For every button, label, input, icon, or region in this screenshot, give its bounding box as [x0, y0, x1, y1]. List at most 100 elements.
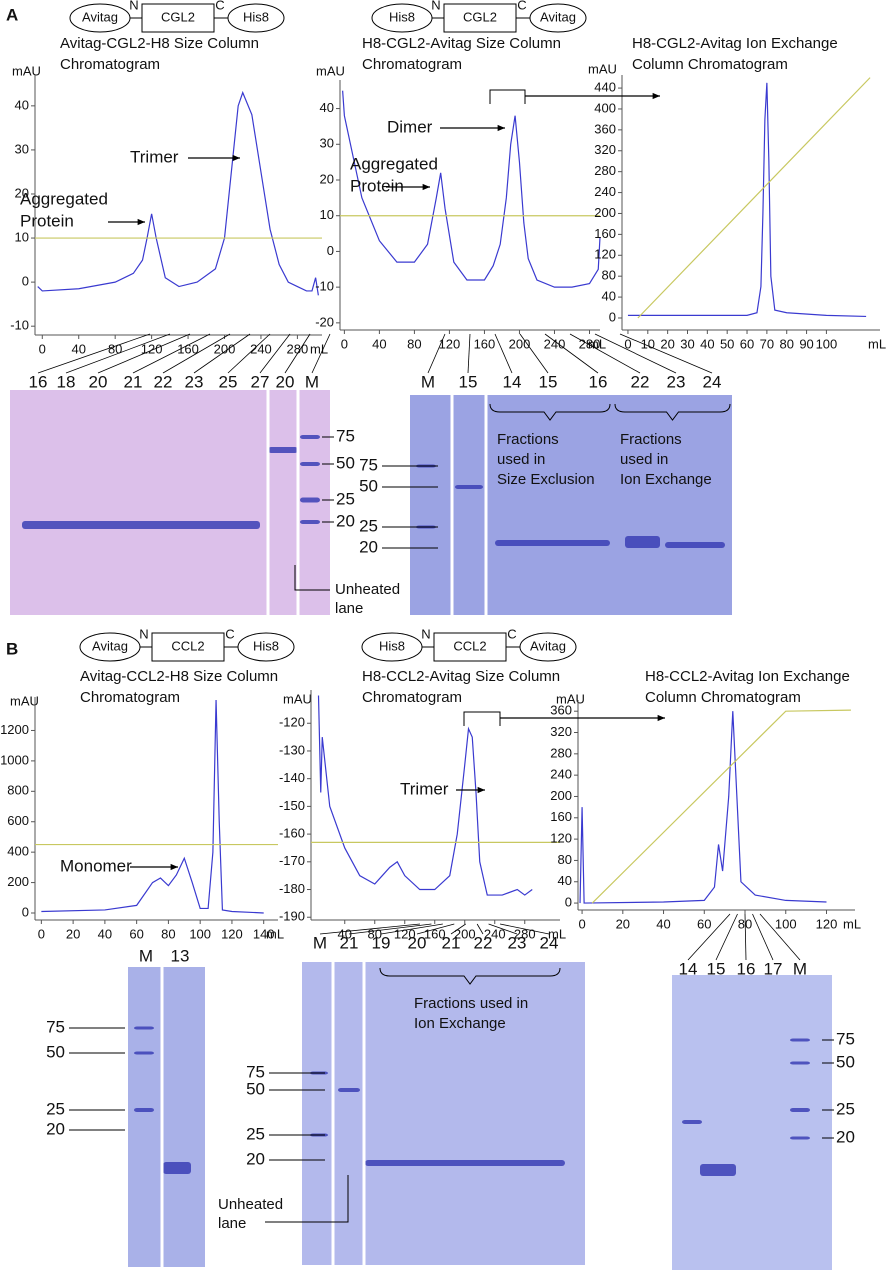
y-tick-label: 200 [7, 874, 29, 889]
band [790, 1108, 810, 1112]
annotation: Aggregated [350, 154, 438, 173]
lane-label: 22 [154, 372, 173, 391]
y-tick-label: -160 [279, 826, 305, 841]
lane-label: 24 [703, 372, 722, 391]
y-tick-label: 0 [22, 274, 29, 289]
arrow-head [477, 786, 485, 794]
lane-label: 22 [474, 933, 493, 952]
group-label: Size Exclusion [497, 471, 595, 488]
lane-label: 23 [185, 372, 204, 391]
protein-label: CCL2 [171, 638, 204, 653]
y-axis-label: mAU [12, 63, 41, 78]
fan-line [311, 333, 331, 374]
protein-label: CCL2 [453, 638, 486, 653]
y-tick-label: 320 [550, 724, 572, 739]
y-tick-label: 400 [7, 844, 29, 859]
x-tick-label: 160 [177, 341, 199, 356]
arrow-head [657, 714, 665, 722]
fan-line [619, 333, 713, 374]
marker-label: 75 [836, 1029, 855, 1048]
x-tick-label: 240 [484, 926, 506, 941]
annotation: Monomer [60, 856, 132, 875]
band [134, 1026, 154, 1030]
lane-label: 24 [540, 933, 559, 952]
chart-title: Column Chromatogram [645, 689, 801, 706]
lane-label: 16 [737, 959, 756, 978]
x-tick-label: 0 [39, 341, 46, 356]
group-label: Fractions [497, 431, 559, 448]
trace [579, 711, 827, 904]
x-tick-label: 20 [660, 336, 674, 351]
y-tick-label: 200 [550, 788, 572, 803]
annotation: Protein [20, 211, 74, 230]
fan-line [494, 333, 513, 374]
note-bracket [265, 1175, 349, 1223]
marker-label: 20 [836, 1127, 855, 1146]
note-bracket [294, 565, 330, 591]
marker-label: 20 [46, 1119, 65, 1138]
chart-title: Avitag-CCL2-H8 Size Column [80, 668, 278, 685]
fan-line [416, 923, 455, 935]
chart-title: Avitag-CGL2-H8 Size Column [60, 35, 259, 52]
tag-label: Avitag [92, 638, 128, 653]
band [700, 1164, 736, 1176]
band [338, 1088, 360, 1092]
y-tick-label: 120 [550, 831, 572, 846]
y-tick-label: 280 [550, 745, 572, 760]
marker-label: 50 [836, 1052, 855, 1071]
fan-line [319, 923, 421, 935]
y-tick-label: -10 [315, 279, 334, 294]
y-tick-label: 0 [609, 309, 616, 324]
note: lane [335, 600, 363, 617]
fan-line [594, 333, 677, 374]
y-axis-label: mAU [316, 63, 345, 78]
chart-title: H8-CGL2-Avitag Ion Exchange [632, 35, 838, 52]
fan-line [499, 923, 550, 935]
marker-label: 50 [359, 476, 378, 495]
terminus-label: N [129, 0, 138, 12]
lane-label: 23 [508, 933, 527, 952]
protein-label: CGL2 [161, 9, 195, 24]
fan-line [65, 333, 171, 374]
x-tick-label: 40 [656, 916, 670, 931]
annotation: Trimer [130, 147, 179, 166]
tag-ellipse [529, 3, 587, 33]
tag-ellipse [227, 3, 285, 33]
fan-line [259, 333, 291, 374]
band [300, 462, 320, 466]
bracket [489, 89, 526, 104]
y-tick-label: 40 [602, 289, 616, 304]
fan-line [759, 913, 801, 961]
fan-line [37, 333, 151, 374]
band [790, 1061, 810, 1065]
y-tick-label: 200 [594, 205, 616, 220]
arrow-head [170, 863, 178, 871]
tag-label: Avitag [82, 9, 118, 24]
y-tick-label: 120 [594, 247, 616, 262]
y-tick-label: -170 [279, 853, 305, 868]
x-tick-label: 120 [816, 916, 838, 931]
chart-title: Chromatogram [362, 56, 462, 73]
note: lane [218, 1215, 246, 1232]
x-tick-label: 160 [474, 336, 496, 351]
x-tick-label: 80 [779, 336, 793, 351]
x-tick-label: 80 [161, 926, 175, 941]
marker-label: 20 [246, 1149, 265, 1168]
note: Unheated [335, 581, 400, 598]
tag-label: Avitag [530, 638, 566, 653]
brace [379, 967, 561, 985]
arrow-head [137, 218, 145, 226]
fan-line [687, 913, 731, 961]
lane-label: 19 [372, 933, 391, 952]
fan-line [450, 923, 466, 935]
trace [41, 700, 264, 914]
x-tick-label: 50 [720, 336, 734, 351]
marker-label: 25 [336, 489, 355, 508]
x-tick-label: 200 [214, 341, 236, 356]
marker-label: 25 [246, 1124, 265, 1143]
x-tick-label: 120 [221, 926, 243, 941]
group-label: Ion Exchange [620, 471, 712, 488]
lane-label: 15 [459, 372, 478, 391]
x-tick-label: 240 [250, 341, 272, 356]
lane-label: 23 [667, 372, 686, 391]
